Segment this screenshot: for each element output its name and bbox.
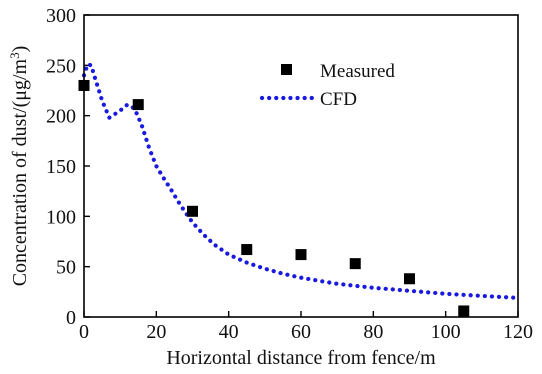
x-tick-label: 80 [363,321,383,343]
measured-point [349,258,361,270]
measured-point [187,205,198,217]
y-axis-label-mu: μ [9,90,31,101]
measured-point [295,249,307,261]
x-tick-label: 0 [79,321,89,343]
x-axis-label: Horizontal distance from fence/m [166,347,436,369]
legend-measured-label: Measured [320,61,395,82]
y-tick-label: 150 [46,156,76,178]
x-tick-label: 60 [291,321,311,343]
legend: Measured CFD [259,61,395,110]
x-tick-label: 40 [219,321,239,343]
measured-point [404,273,415,285]
x-tick-label: 120 [503,321,533,343]
ticks-layer: 0 20 40 60 80 100 120 0 50 100 150 200 250 300 [46,5,533,343]
y-axis-label: Concentration of dust/(μg/m3) [7,46,32,287]
plot-frame [83,14,519,318]
y-axis-label-close: ) [9,46,31,53]
data-layer [78,61,521,317]
y-tick-label: 100 [46,206,76,228]
y-tick-label: 250 [46,55,76,77]
legend-cfd-label: CFD [320,89,357,110]
legend-measured-marker [281,64,292,75]
y-tick-label: 200 [46,106,76,128]
y-tick-label: 300 [46,5,76,27]
y-axis-label-main: Concentration of dust/( [9,100,31,286]
measured-point [241,244,253,256]
measured-point [132,99,144,111]
y-axis-label-unit: g/m [9,58,31,90]
cfd-series-line [81,61,521,300]
x-tick-label: 20 [146,321,166,343]
y-axis-label-superscript: 3 [7,52,22,59]
measured-point [458,305,470,317]
y-tick-label: 0 [66,307,76,329]
x-tick-label: 100 [431,321,461,343]
y-tick-label: 50 [56,257,76,279]
